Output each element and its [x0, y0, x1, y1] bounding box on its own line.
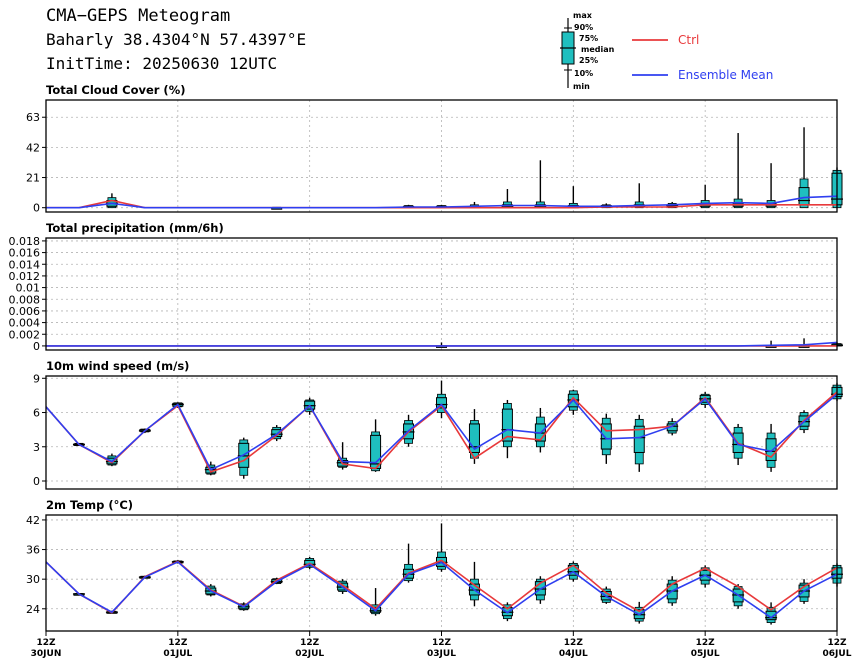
xtick-label-date: 05JUL	[691, 649, 720, 659]
ytick-label: 0.018	[9, 235, 41, 248]
panel-frame	[45, 99, 838, 213]
box-plot	[534, 160, 547, 209]
init-time-label: InitTime: 20250630 12UTC	[46, 54, 278, 73]
ytick-label: 0.012	[9, 270, 41, 283]
ensemble-mean-series-line	[46, 195, 838, 209]
box-iqr	[798, 187, 810, 206]
ytick-label: 36	[26, 544, 40, 557]
xtick-label-time: 12Z	[564, 638, 584, 648]
ensemble-mean-series-line	[45, 560, 838, 619]
xtick-label-time: 12Z	[432, 638, 452, 648]
box-iqr	[436, 397, 447, 409]
panel-2	[42, 375, 843, 490]
box-iqr	[633, 425, 645, 453]
ytick-label: 24	[26, 603, 40, 616]
box-iqr	[765, 610, 777, 621]
ytick-label: 0.01	[16, 282, 41, 295]
panel-frame	[45, 375, 838, 490]
xtick-label-date: 30JUN	[31, 649, 62, 659]
ytick-label: 3	[33, 441, 40, 454]
legend-label-5: 10%	[574, 69, 593, 78]
xtick-label-date: 06JUL	[823, 649, 852, 659]
ytick-label: 42	[26, 141, 40, 154]
box-iqr	[468, 423, 480, 453]
box-plot	[567, 186, 580, 209]
legend-label-0: max	[573, 11, 593, 20]
box-iqr	[271, 429, 283, 437]
ytick-label: 9	[33, 372, 40, 385]
ytick-label: 63	[26, 111, 40, 124]
ytick-label: 0.016	[9, 247, 41, 260]
ensemble-mean-series-line	[45, 393, 838, 471]
box-plot	[732, 133, 745, 209]
box-plot	[633, 414, 646, 472]
ensemble-mean-series-line	[46, 341, 838, 347]
ytick-label: 0	[33, 475, 40, 488]
panel-title-3: 2m Temp (°C)	[46, 498, 133, 512]
legend	[560, 18, 668, 88]
ytick-label: 0.004	[9, 317, 41, 330]
xtick-label-time: 12Z	[696, 638, 716, 648]
box-plot	[732, 584, 745, 609]
legend-label-6: min	[573, 82, 590, 91]
legend-label-3: median	[581, 45, 615, 54]
panel-title-1: Total precipitation (mm/6h)	[46, 221, 224, 235]
xtick-label-date: 04JUL	[559, 649, 588, 659]
panel-frame	[45, 237, 838, 351]
ytick-label: 21	[26, 172, 40, 185]
box-plot	[534, 407, 547, 453]
box-plot	[798, 127, 811, 209]
ytick-label: 42	[26, 514, 40, 527]
xtick-label-date: 03JUL	[427, 649, 456, 659]
ytick-label: 0.014	[9, 258, 41, 271]
location-label: Baharly 38.4304°N 57.4397°E	[46, 30, 307, 49]
panel-title-0: Total Cloud Cover (%)	[46, 83, 185, 97]
xtick-label-time: 12Z	[36, 638, 56, 648]
xtick-label-time: 12Z	[827, 638, 847, 648]
box-iqr	[501, 408, 513, 442]
panel-0	[42, 99, 843, 213]
xtick-label-date: 02JUL	[295, 649, 324, 659]
ytick-label: 0.002	[9, 328, 41, 341]
legend-label-1: 90%	[574, 23, 593, 32]
legend-ctrl-label: Ctrl	[678, 33, 699, 47]
ytick-label: 0	[33, 202, 40, 215]
ytick-label: 6	[33, 407, 40, 420]
ytick-label: 0.006	[9, 305, 41, 318]
xtick-label-time: 12Z	[168, 638, 188, 648]
legend-label-4: 25%	[579, 56, 598, 65]
ytick-label: 0.008	[9, 293, 41, 306]
panel-1	[42, 237, 843, 351]
box-plot	[765, 163, 778, 209]
panel-3	[42, 514, 843, 632]
legend-label-2: 75%	[579, 34, 598, 43]
box-iqr	[600, 423, 612, 450]
xtick-label-date: 01JUL	[163, 649, 192, 659]
legend-mean-label: Ensemble Mean	[678, 68, 773, 82]
ytick-label: 30	[26, 573, 40, 586]
xtick-label-time: 12Z	[300, 638, 320, 648]
ytick-label: 0	[33, 340, 40, 353]
meteogram-title: CMA−GEPS Meteogram	[46, 6, 231, 26]
box-plot	[633, 183, 646, 209]
panel-title-2: 10m wind speed (m/s)	[46, 359, 189, 373]
